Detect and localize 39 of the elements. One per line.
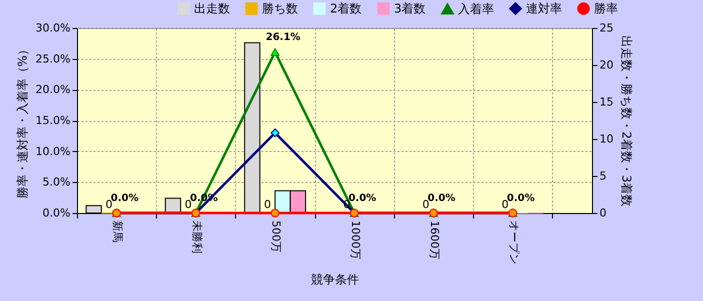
legend-label: 連対率 bbox=[526, 2, 562, 16]
y-tick-label: 10.0% bbox=[36, 144, 70, 158]
y2-axis-title: 出走数・勝ち数・2着数・3着数 bbox=[619, 35, 634, 207]
data-label: 0.0% bbox=[348, 193, 376, 204]
y-tick-label: 25.0% bbox=[36, 52, 70, 66]
y-tick-label: 20.0% bbox=[36, 83, 70, 96]
x-tick-label: 1600万 bbox=[428, 220, 442, 260]
legend-label: 勝ち数 bbox=[262, 2, 298, 16]
x-tick-label: 1000万 bbox=[348, 220, 362, 260]
data-label: 0.0% bbox=[506, 193, 535, 204]
data-label: 0 bbox=[105, 198, 112, 211]
x-axis-title: 競争条件 bbox=[311, 272, 359, 286]
legend-label: 勝率 bbox=[594, 2, 618, 16]
data-label: 0 bbox=[422, 198, 430, 211]
y2-tick-label: 5 bbox=[600, 170, 606, 182]
y2-tick-label: 20 bbox=[600, 58, 614, 72]
x-tick-label: オープン bbox=[507, 220, 520, 264]
y-tick-label: 5.0% bbox=[42, 176, 70, 189]
y-tick-label: 30.0% bbox=[36, 22, 70, 34]
x-tick-label: 新馬 bbox=[111, 220, 124, 242]
y2-tick-label: 25 bbox=[600, 22, 614, 34]
legend-label: 入着率 bbox=[458, 2, 494, 16]
legend-label: 出走数 bbox=[194, 2, 230, 16]
y2-tick-label: 0 bbox=[600, 206, 606, 220]
data-label: 0.0% bbox=[110, 193, 138, 204]
y2-tick-label: 10 bbox=[600, 132, 614, 146]
x-tick-label: 未勝利 bbox=[190, 220, 204, 254]
y-axis-title: 勝率・連対率・入着率（%） bbox=[16, 43, 30, 199]
y-tick-label: 0.0% bbox=[42, 206, 70, 220]
data-label: 0.0% bbox=[428, 193, 456, 204]
data-label: 0 bbox=[264, 198, 271, 211]
data-label: 0 bbox=[184, 198, 192, 211]
x-tick-label: 500万 bbox=[270, 220, 283, 252]
y-tick-label: 15.0% bbox=[36, 114, 70, 127]
legend-label: 3着数 bbox=[394, 2, 426, 16]
y2-tick-label: 15 bbox=[600, 96, 614, 108]
data-label: 26.1% bbox=[266, 32, 300, 44]
data-label: 0 bbox=[502, 198, 509, 211]
legend-label: 2着数 bbox=[330, 2, 362, 16]
